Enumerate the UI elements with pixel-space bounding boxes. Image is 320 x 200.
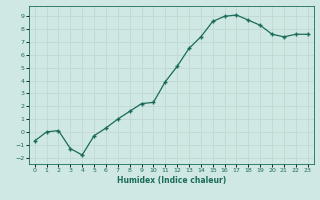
X-axis label: Humidex (Indice chaleur): Humidex (Indice chaleur) bbox=[116, 176, 226, 185]
